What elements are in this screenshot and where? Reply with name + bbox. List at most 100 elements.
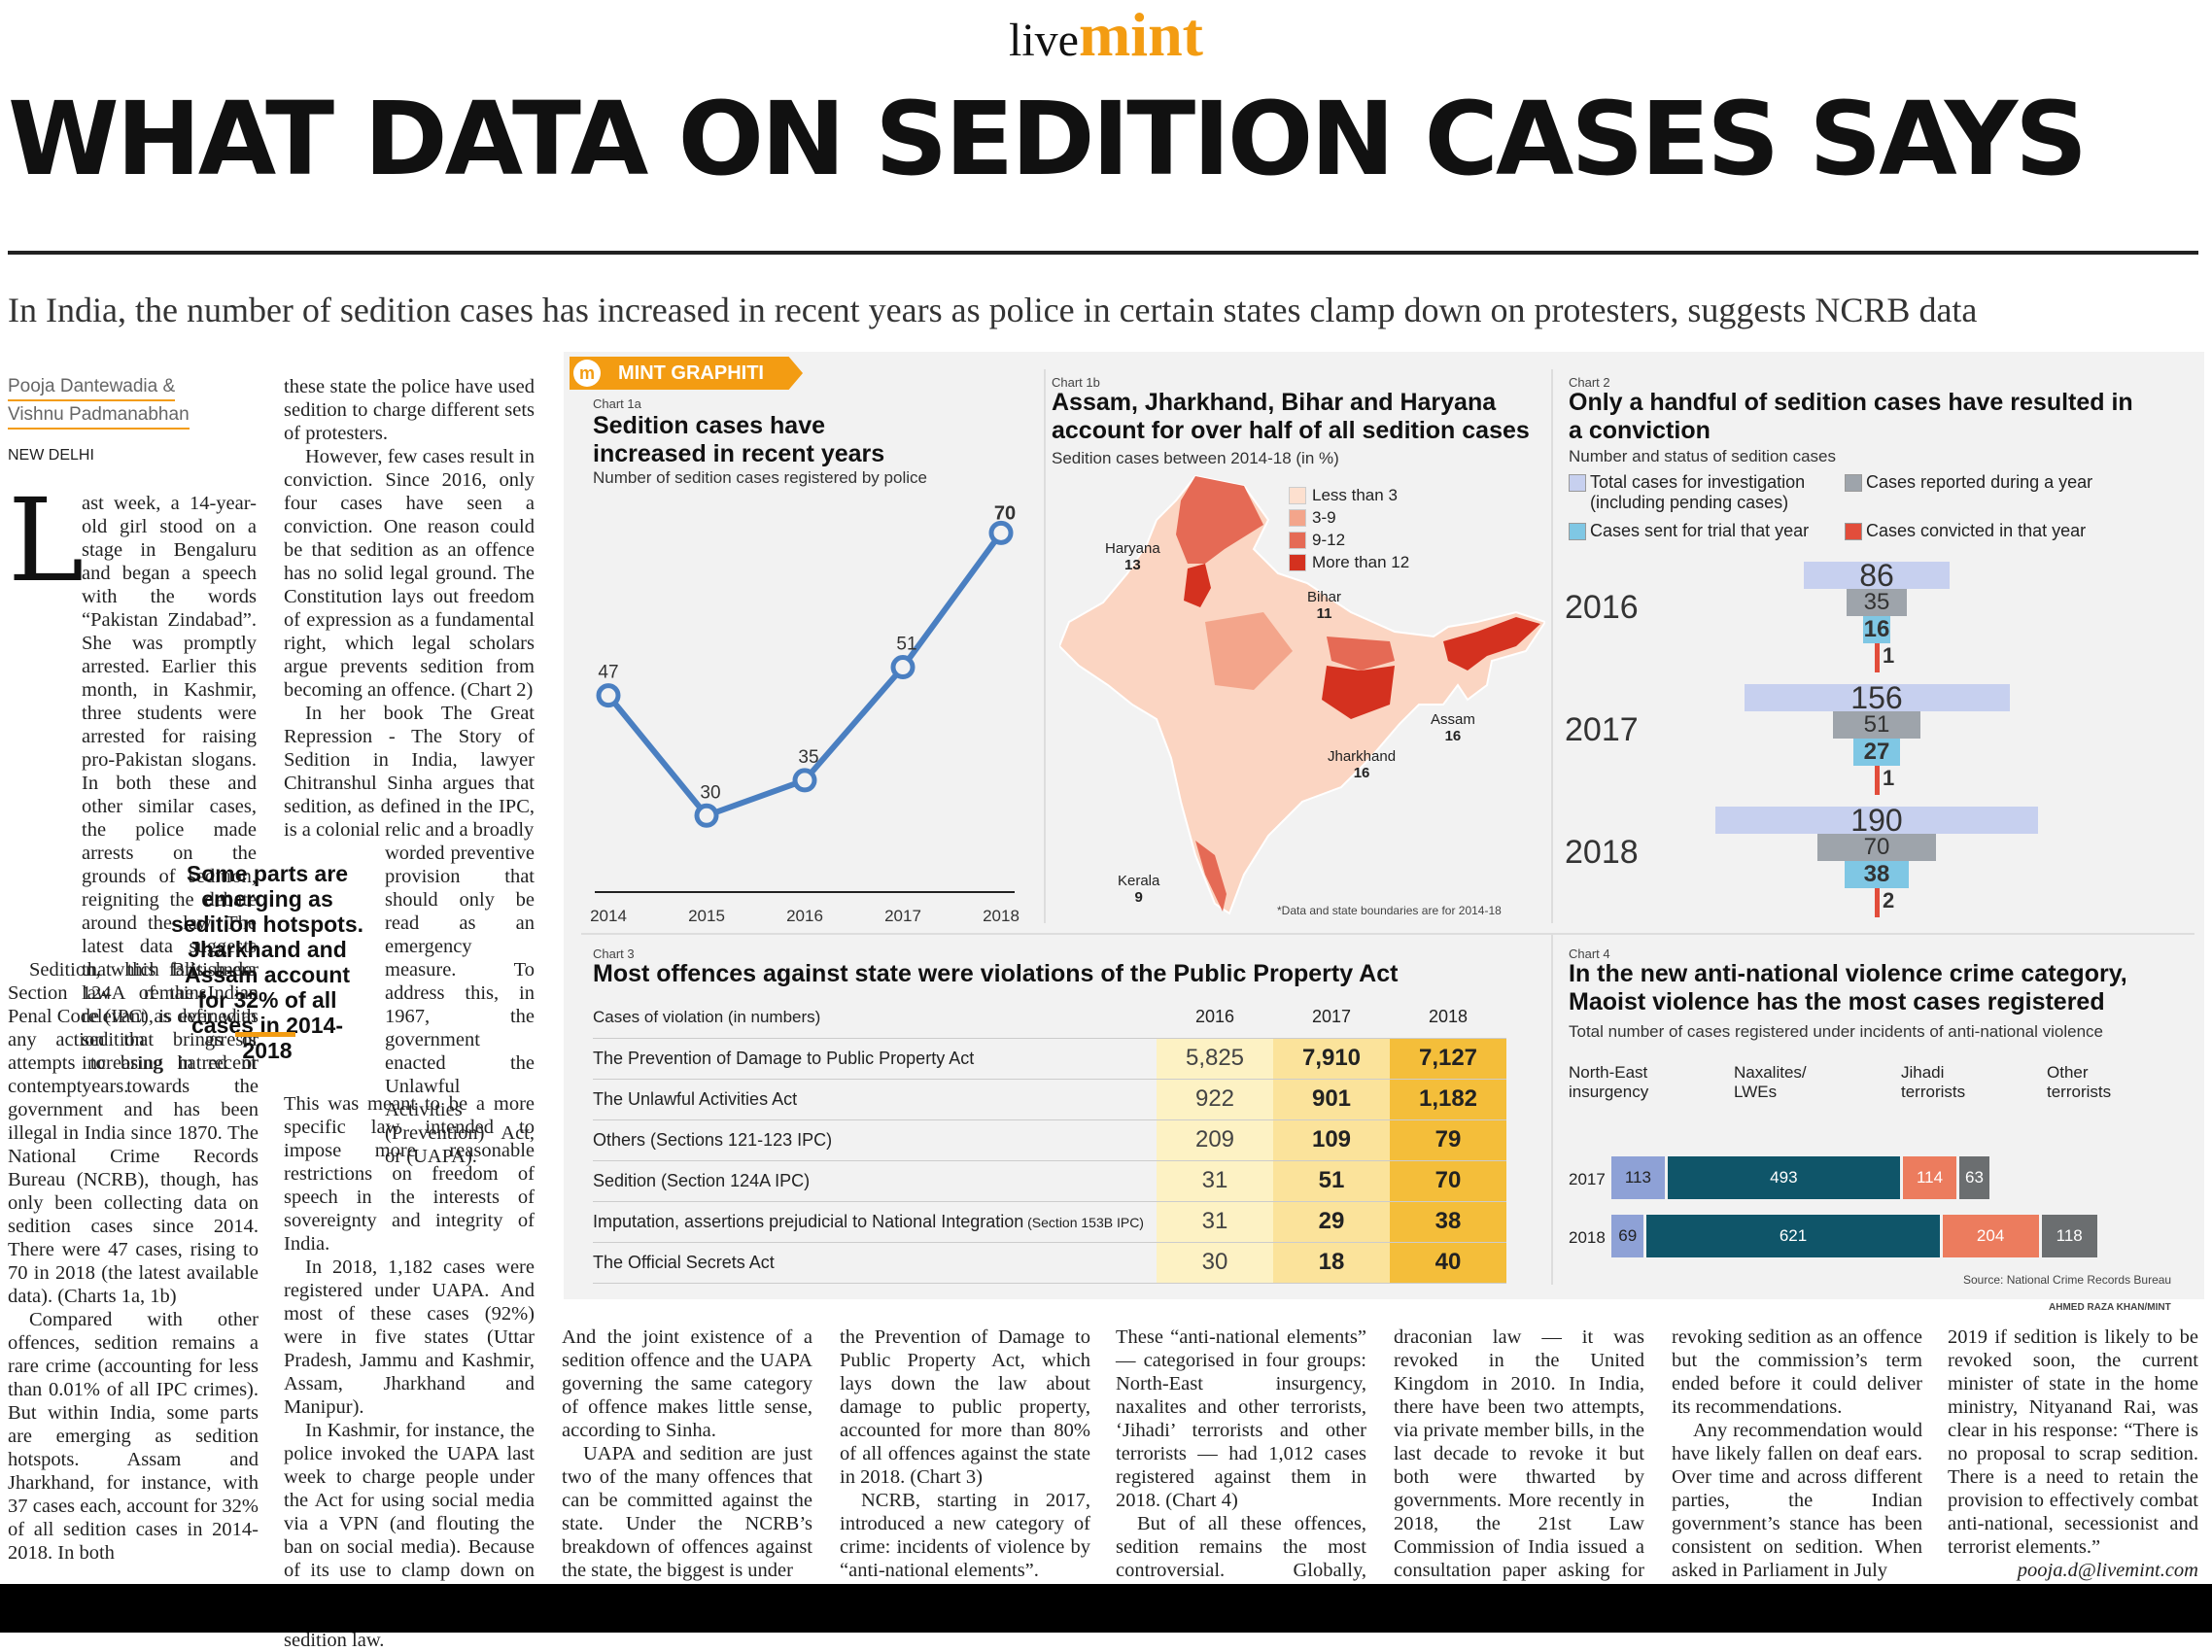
map-label-assam: Assam 16: [1431, 711, 1475, 744]
map-label-jharkhand: Jharkhand 16: [1328, 748, 1396, 781]
chart-2-value: 86: [1859, 558, 1894, 593]
chart-2-value: 38: [1863, 861, 1890, 887]
chart-1a-subtitle: Number of sedition cases registered by p…: [593, 468, 927, 487]
legend-swatch: [1845, 474, 1862, 492]
chart-4-legend-label: North-East insurgency: [1569, 1063, 1648, 1102]
table-row: Imputation, assertions prejudicial to Na…: [593, 1201, 1506, 1243]
chart-4-legend-label: Naxalites/LWEs: [1734, 1063, 1807, 1102]
data-point: [890, 655, 916, 680]
map-label-name: Jharkhand: [1328, 748, 1397, 765]
column-5-text-a: These “anti-national elements” — categor…: [1116, 1326, 1366, 1511]
column-2-narrow: worded preventive provision that should …: [385, 842, 535, 1168]
map-label-name: Bihar: [1307, 589, 1342, 605]
legend-swatch: [1289, 531, 1306, 549]
chart-2-value: 16: [1863, 616, 1890, 642]
table-cell: 5,825: [1157, 1038, 1273, 1080]
map-legend-item: 3-9: [1289, 506, 1409, 529]
map-legend-item: 9-12: [1289, 529, 1409, 551]
chart-2-kicker: Chart 2: [1569, 375, 1610, 390]
table-row: The Official Secrets Act 30 18 40: [593, 1242, 1506, 1284]
bottom-band: [0, 1584, 2212, 1633]
chart-4-value: 69: [1618, 1226, 1638, 1245]
legend-swatch: [1289, 486, 1306, 504]
chart-3-kicker: Chart 3: [593, 946, 635, 961]
chart-2-value: 70: [1863, 834, 1890, 860]
chart-2-bar: [1844, 861, 1910, 888]
column-2-text-f: In 2018, 1,182 cases were registered und…: [284, 1256, 535, 1418]
byline-line-2: Vishnu Padmanabhan: [8, 401, 190, 430]
table-cell: 40: [1390, 1242, 1506, 1284]
map-label-name: Kerala: [1118, 873, 1160, 889]
row-label: The Official Secrets Act: [593, 1242, 1157, 1284]
legend-line: LWEs: [1734, 1083, 1778, 1101]
x-tick-label: 2015: [688, 907, 725, 925]
column-7-text-b: Any recommendation would have likely fal…: [1672, 1420, 1922, 1581]
chart-2-value: 156: [1850, 680, 1903, 715]
column-4: the Prevention of Damage to Public Prope…: [840, 1325, 1090, 1582]
chart-4-value: 493: [1770, 1168, 1798, 1187]
assam-region: [1443, 617, 1540, 671]
chart-2-value: 51: [1863, 711, 1890, 738]
chart-4-segment: [1611, 1156, 1665, 1199]
table-cell: 209: [1157, 1119, 1273, 1161]
chart-2-bar: [1744, 684, 2010, 711]
legend-line: Naxalites/: [1734, 1063, 1807, 1082]
column-6: draconian law — it was revoked in the Un…: [1394, 1325, 1644, 1605]
drop-cap: L: [8, 473, 85, 607]
map-label-value: 11: [1316, 605, 1332, 622]
data-label: 70: [994, 502, 1016, 524]
chart-4-value: 63: [1965, 1168, 1984, 1187]
table-header: Cases of violation (in numbers) 2016 201…: [593, 997, 1506, 1039]
x-tick-label: 2016: [786, 907, 823, 925]
chart-4-segment: [1667, 1156, 1900, 1199]
chart-1a-kicker: Chart 1a: [593, 396, 641, 411]
chart-2-bar: [1833, 711, 1920, 739]
column-8-text: 2019 if sedition is likely to be revoked…: [1948, 1326, 2198, 1558]
chart-2-bar: [1816, 834, 1937, 861]
table-cell: 7,127: [1390, 1038, 1506, 1080]
legend-line: insurgency: [1569, 1083, 1649, 1101]
map-legend-item: Less than 3: [1289, 484, 1409, 506]
map-label-kerala: Kerala 9: [1118, 873, 1159, 906]
chart-4-subtitle: Total number of cases registered under i…: [1569, 1022, 2103, 1041]
chart-2-value: 27: [1863, 739, 1890, 765]
x-tick-label: 2018: [983, 907, 1020, 925]
chart-1b-title: Assam, Jharkhand, Bihar and Haryana acco…: [1052, 389, 1530, 444]
row-label: The Unlawful Activities Act: [593, 1079, 1157, 1120]
column-2-text-a: these state the police have used seditio…: [284, 376, 535, 444]
central-region: [1205, 612, 1293, 690]
masthead: livemint: [0, 4, 2212, 70]
legend-label: Cases sent for trial that year: [1590, 521, 1810, 540]
table-cell: 31: [1157, 1160, 1273, 1202]
chart-4-stacked-bars: North-East insurgency Naxalites/LWEs Jihadi…: [1563, 1059, 2204, 1273]
table-header-2017: 2017: [1273, 997, 1390, 1039]
author-email[interactable]: pooja.d@livemint.com: [2017, 1560, 2198, 1581]
data-label: 47: [598, 663, 618, 683]
map-legend-item: More than 12: [1289, 551, 1409, 573]
column-3: And the joint existence of a sedition of…: [562, 1325, 812, 1582]
chart-2-year-label: 2016: [1565, 589, 1639, 626]
map-label-name: Assam: [1431, 711, 1475, 728]
byline: Pooja Dantewadia & Vishnu Padmanabhan: [8, 373, 190, 430]
brand-live: live: [1009, 15, 1079, 66]
column-6-text: draconian law — it was revoked in the Un…: [1394, 1326, 1644, 1604]
graphic-banner: MINT GRAPHITI: [570, 357, 803, 390]
chart-4-value: 114: [1916, 1168, 1944, 1187]
divider: [1551, 935, 1553, 1285]
column-7-text-a: revoking sedition as an offence but the …: [1672, 1326, 1922, 1418]
table-cell: 70: [1390, 1160, 1506, 1202]
row-label: Others (Sections 121-123 IPC): [593, 1119, 1157, 1161]
dateline: NEW DELHI: [8, 447, 94, 464]
row-label-suffix: (Section 153B IPC): [1023, 1214, 1144, 1230]
chart-2-value: 1: [1883, 766, 1895, 790]
india-map: [1059, 474, 1545, 915]
column-2-bottom: This was meant to be a more specific law…: [284, 1092, 535, 1652]
table-row: The Prevention of Damage to Public Prope…: [593, 1038, 1506, 1080]
chart-3-title: Most offences against state were violati…: [593, 960, 1399, 987]
column-1-text-c: Compared with other offences, sedition r…: [8, 1309, 259, 1564]
chart-4-value: 118: [2056, 1226, 2083, 1245]
column-2-text-d: worded preventive provision that should …: [385, 843, 535, 1167]
chart-2-bar: [1863, 616, 1890, 643]
chart-4-segment: [1646, 1215, 1940, 1257]
table-cell: 31: [1157, 1201, 1273, 1243]
